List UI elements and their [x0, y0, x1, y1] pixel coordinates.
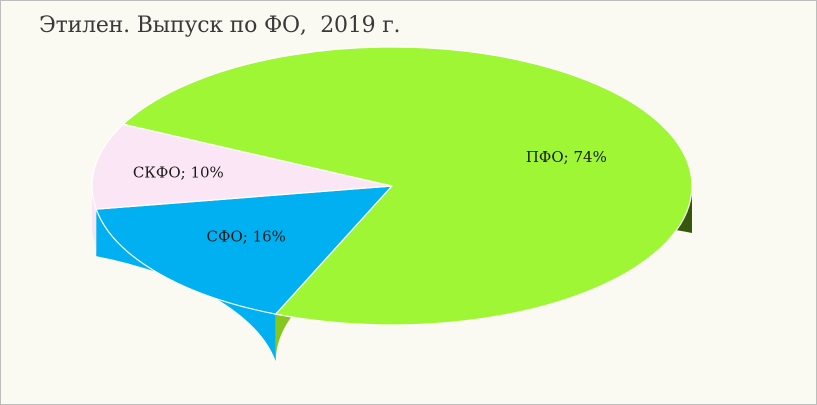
pie-slice-1 [91, 123, 393, 210]
data-label-сфо: СФО; 16% [207, 228, 286, 246]
pie-slice-2 [122, 46, 693, 326]
chart-title: Этилен. Выпуск по ФО, 2019 г. [39, 13, 401, 38]
pie-slice-0 [95, 185, 393, 315]
data-label-пфо: ПФО; 74% [526, 148, 607, 166]
data-label-скфо: СКФО; 10% [133, 163, 224, 181]
